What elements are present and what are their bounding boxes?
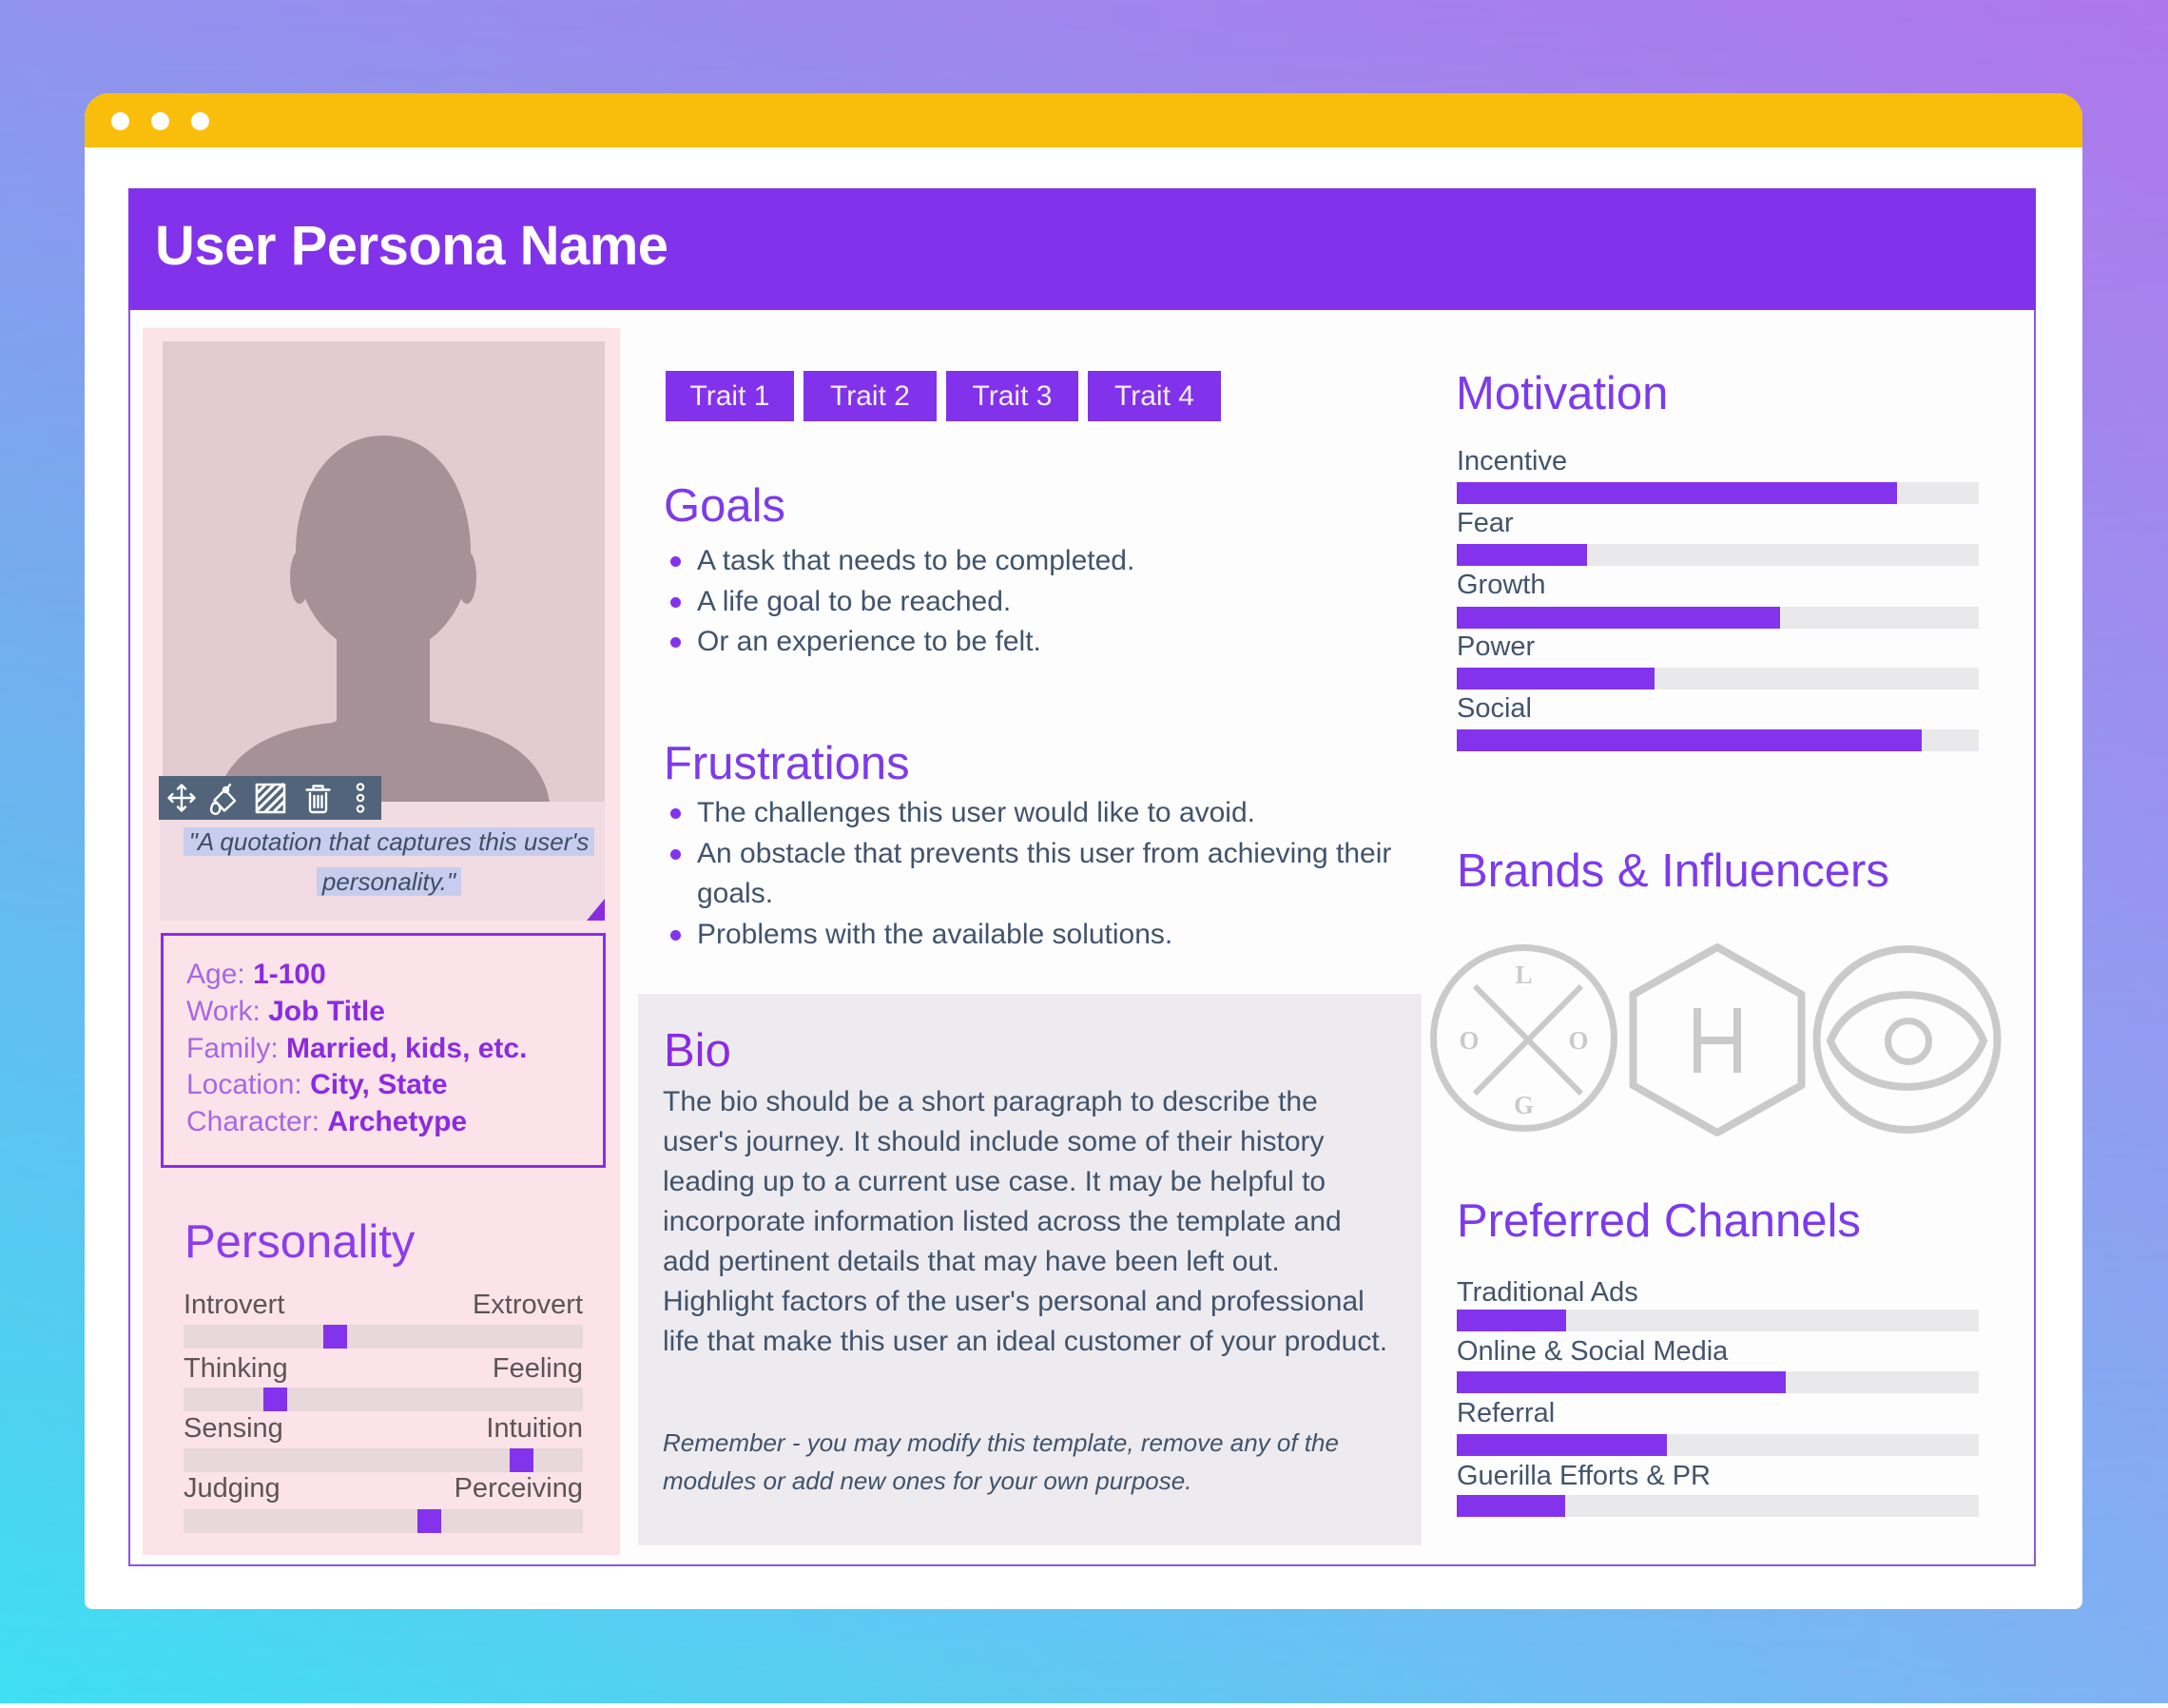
svg-text:L: L: [1515, 961, 1532, 989]
svg-text:G: G: [1514, 1091, 1534, 1119]
svg-text:O: O: [1459, 1026, 1479, 1055]
svg-text:O: O: [1568, 1026, 1588, 1055]
